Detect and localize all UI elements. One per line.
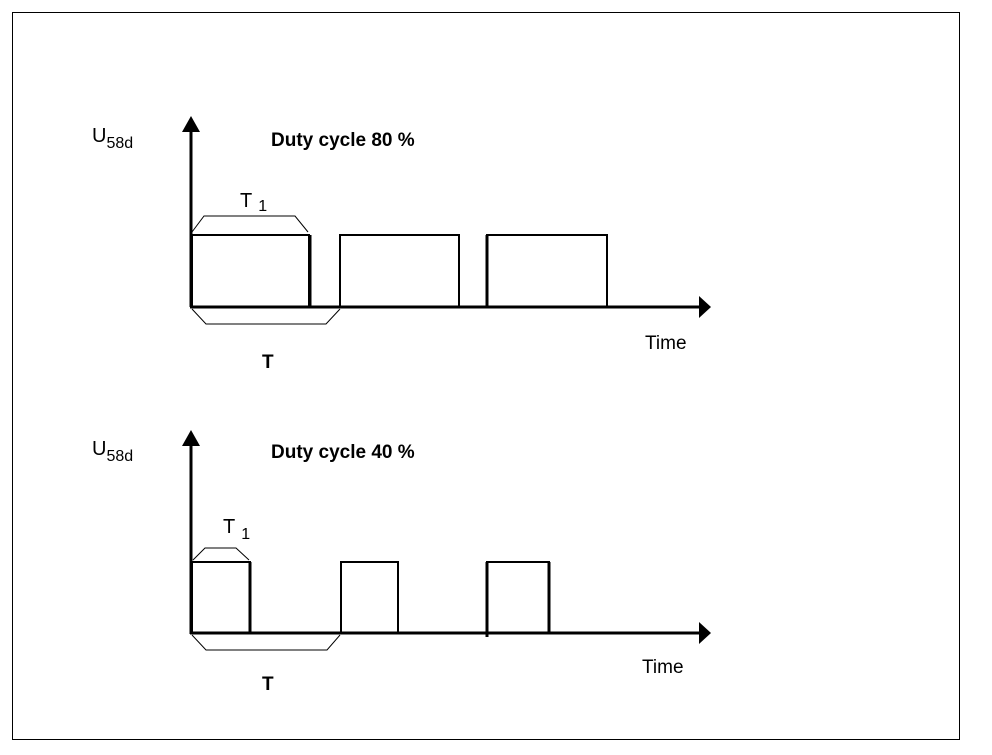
pulse-train-top [191, 234, 608, 306]
pulse-3-bottom [486, 561, 550, 632]
y-axis-arrow-bottom [182, 430, 200, 446]
pulse-3-top [486, 234, 608, 306]
x-axis-arrow-top [699, 296, 711, 318]
x-axis-arrow-bottom [699, 622, 711, 644]
x-axis-label-top: Time [645, 333, 687, 354]
pulse-2-top [339, 234, 460, 306]
panel-title-top: Duty cycle 80 % [271, 130, 415, 151]
y-axis-arrow-top [182, 116, 200, 132]
pulse-train-bottom [191, 561, 550, 632]
panel-title-bottom: Duty cycle 40 % [271, 442, 415, 463]
y-axis-label-top: U58d [92, 125, 133, 152]
pulse-width-bracket-bottom [192, 547, 250, 561]
y-axis-label-bottom: U58d [92, 438, 133, 465]
diagram-frame [12, 12, 960, 740]
period-label-bottom: T [262, 674, 274, 695]
period-bracket-top [191, 308, 341, 325]
pulse-2-bottom [340, 561, 399, 632]
pulse-width-bracket-top [191, 215, 309, 233]
x-axis-label-bottom: Time [642, 657, 684, 678]
period-label-top: T [262, 352, 274, 373]
pulse-1-top [191, 234, 310, 306]
period-bracket-bottom [191, 634, 341, 651]
pulse-1-bottom [191, 561, 251, 632]
